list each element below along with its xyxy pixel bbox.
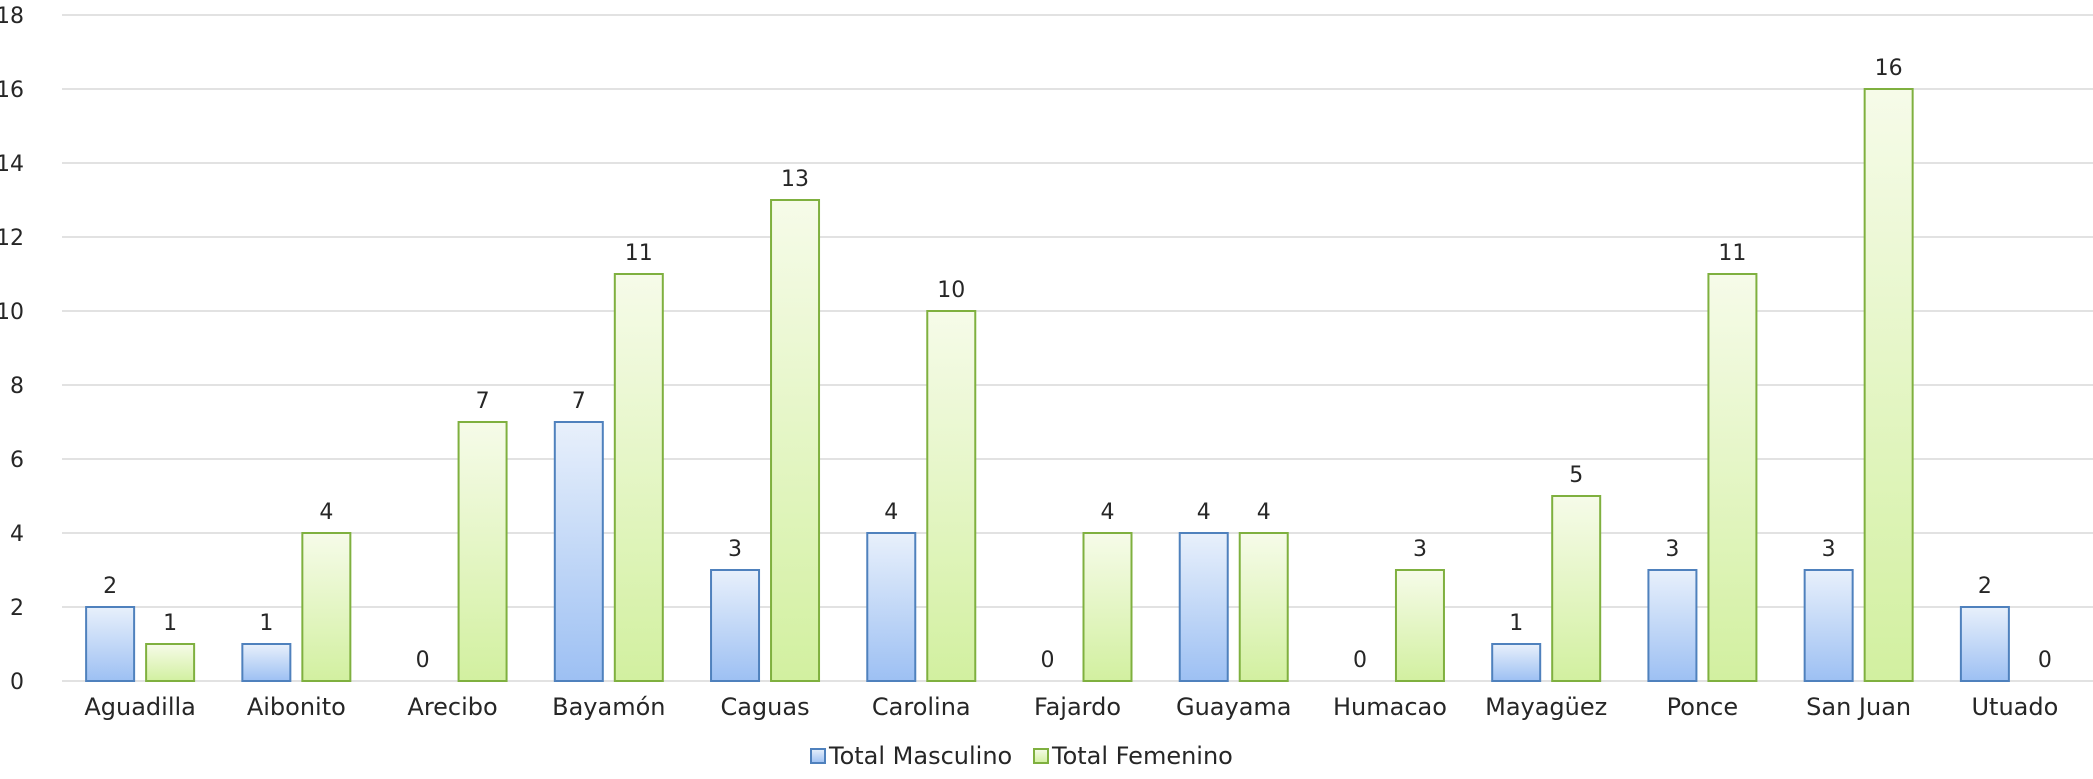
y-tick-label: 8 (10, 374, 24, 399)
x-tick-label: Fajardo (1034, 693, 1121, 721)
gridlines (62, 14, 2093, 682)
data-label: 3 (1822, 537, 1836, 562)
x-tick-label: Ponce (1667, 693, 1738, 721)
x-tick-label: Arecibo (407, 693, 497, 721)
data-label: 10 (937, 278, 965, 303)
bar (457, 421, 508, 682)
data-label: 1 (1509, 611, 1523, 636)
bars (85, 88, 2010, 682)
data-label: 3 (1665, 537, 1679, 562)
y-tick-label: 6 (10, 448, 24, 473)
legend-item: Total Masculino (810, 742, 1012, 770)
y-tick-label: 2 (10, 596, 24, 621)
data-label: 0 (1041, 648, 1055, 673)
bar (1551, 495, 1602, 682)
data-label: 3 (728, 537, 742, 562)
x-tick-label: San Juan (1806, 693, 1911, 721)
y-tick-label: 14 (0, 152, 24, 177)
bar (1394, 569, 1445, 682)
legend-label: Total Masculino (828, 742, 1012, 770)
data-label: 11 (1718, 241, 1746, 266)
x-tick-label: Guayama (1176, 693, 1292, 721)
bar (1863, 88, 1914, 682)
data-label: 16 (1875, 56, 1903, 81)
bar (1707, 273, 1758, 682)
y-tick-label: 0 (10, 670, 24, 695)
bar (301, 532, 352, 682)
x-tick-label: Utuado (1971, 693, 2058, 721)
legend-label: Total Femenino (1051, 742, 1233, 770)
bar (85, 606, 136, 682)
bar (1178, 532, 1229, 682)
data-label: 2 (1978, 574, 1992, 599)
bar (1959, 606, 2010, 682)
legend: Total Masculino Total Femenino (810, 742, 1233, 770)
data-label: 5 (1569, 463, 1583, 488)
data-label: 7 (572, 389, 586, 414)
legend-swatch (1033, 748, 1049, 764)
data-label: 7 (476, 389, 490, 414)
legend-swatch (810, 748, 826, 764)
y-tick-label: 12 (0, 226, 24, 251)
bar (145, 643, 196, 682)
bar (241, 643, 292, 682)
data-label: 4 (1197, 500, 1211, 525)
bar (1238, 532, 1289, 682)
y-tick-label: 4 (10, 522, 24, 547)
bar (1491, 643, 1542, 682)
data-label: 0 (416, 648, 430, 673)
data-label: 13 (781, 167, 809, 192)
bar (613, 273, 664, 682)
y-tick-label: 16 (0, 78, 24, 103)
bar (710, 569, 761, 682)
bar (1082, 532, 1133, 682)
x-tick-label: Mayagüez (1485, 693, 1607, 721)
x-tick-label: Bayamón (552, 693, 665, 721)
x-tick-label: Carolina (872, 693, 971, 721)
bar (926, 310, 977, 682)
data-label: 4 (319, 500, 333, 525)
y-axis: 0 2 4 6 8 10 12 14 16 18 (0, 4, 24, 695)
data-label: 1 (163, 611, 177, 636)
bar (1803, 569, 1854, 682)
x-tick-label: Aibonito (247, 693, 346, 721)
bar (553, 421, 604, 682)
bar (1647, 569, 1698, 682)
bar (866, 532, 917, 682)
data-label: 3 (1413, 537, 1427, 562)
data-label: 0 (2038, 648, 2052, 673)
y-tick-label: 18 (0, 4, 24, 29)
data-label: 2 (103, 574, 117, 599)
x-axis: Aguadilla Aibonito Arecibo Bayamón Caguas Car… (84, 693, 2058, 721)
data-label: 1 (259, 611, 273, 636)
y-tick-label: 10 (0, 300, 24, 325)
data-label: 4 (1101, 500, 1115, 525)
legend-item: Total Femenino (1033, 742, 1233, 770)
x-tick-label: Aguadilla (84, 693, 196, 721)
bar (770, 199, 821, 682)
x-tick-label: Humacao (1333, 693, 1447, 721)
data-label: 4 (884, 500, 898, 525)
data-label: 4 (1257, 500, 1271, 525)
x-tick-label: Caguas (720, 693, 809, 721)
data-label: 11 (625, 241, 653, 266)
data-label: 0 (1353, 648, 1367, 673)
